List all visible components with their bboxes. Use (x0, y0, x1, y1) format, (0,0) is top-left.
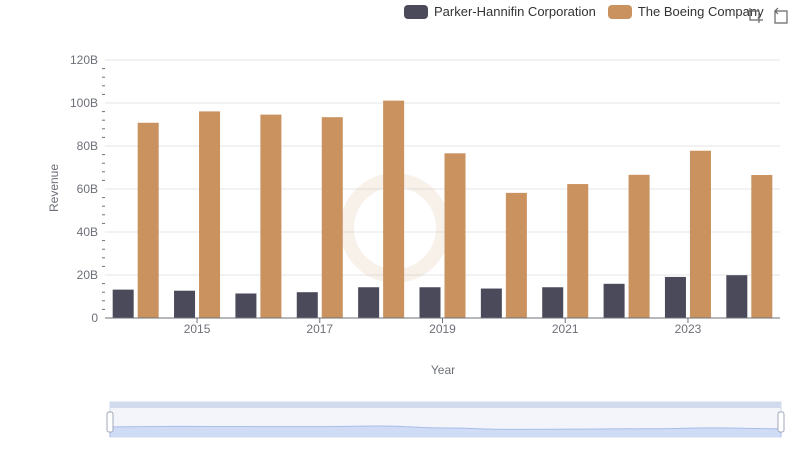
toolbox (746, 7, 790, 25)
bar-parker-hannifin-2015[interactable] (174, 290, 196, 318)
bar-boeing-2014[interactable] (137, 122, 159, 318)
y-tick-label: 20B (77, 268, 98, 282)
y-tick-label: 60B (77, 182, 98, 196)
x-tick-label: 2023 (675, 322, 702, 336)
y-tick-label: 120B (70, 53, 98, 67)
legend-swatch-boeing (607, 4, 632, 19)
bar-parker-hannifin-2024[interactable] (726, 275, 748, 318)
bar-boeing-2024[interactable] (751, 175, 773, 318)
bar-parker-hannifin-2023[interactable] (664, 276, 686, 318)
slider-preview-area (110, 426, 781, 437)
legend: Parker-Hannifin Corporation The Boeing C… (404, 4, 764, 19)
bar-parker-hannifin-2020[interactable] (480, 288, 502, 318)
bar-boeing-2018[interactable] (383, 100, 405, 318)
bars (112, 100, 773, 318)
bar-boeing-2020[interactable] (505, 192, 527, 318)
y-tick-label: 100B (70, 96, 98, 110)
bar-boeing-2019[interactable] (444, 153, 466, 318)
slider-handle-right[interactable] (777, 411, 785, 433)
data-zoom-slider[interactable] (106, 401, 785, 438)
y-axis-ticks: 0 20B 40B 60B 80B 100B 120B (70, 53, 105, 325)
slider-preview-line (109, 425, 782, 437)
bar-parker-hannifin-2014[interactable] (112, 289, 134, 318)
x-tick-label: 2019 (429, 322, 456, 336)
legend-label-parker-hannifin: Parker-Hannifin Corporation (434, 4, 596, 19)
slider-move-bar[interactable] (110, 402, 781, 408)
bar-parker-hannifin-2016[interactable] (235, 293, 257, 318)
x-axis-ticks: 2015 2017 2019 2021 2023 (184, 318, 702, 336)
restore-icon[interactable] (772, 7, 790, 25)
bar-boeing-2016[interactable] (260, 114, 282, 318)
bar-parker-hannifin-2021[interactable] (542, 287, 564, 318)
bar-boeing-2017[interactable] (321, 117, 343, 318)
zoom-icon[interactable] (746, 7, 764, 25)
slider-handle-left[interactable] (106, 411, 114, 433)
x-tick-label: 2021 (552, 322, 579, 336)
bar-parker-hannifin-2018[interactable] (358, 287, 380, 318)
legend-item-boeing[interactable]: The Boeing Company (607, 4, 764, 19)
bar-boeing-2022[interactable] (628, 174, 650, 318)
bar-boeing-2021[interactable] (567, 184, 589, 318)
bar-boeing-2015[interactable] (199, 111, 221, 318)
y-axis-label: Revenue (47, 164, 61, 212)
bar-boeing-2023[interactable] (689, 150, 711, 318)
legend-swatch-parker-hannifin (404, 4, 428, 19)
x-tick-label: 2017 (306, 322, 333, 336)
y-tick-label: 0 (91, 311, 98, 325)
x-tick-label: 2015 (184, 322, 211, 336)
x-axis-label: Year (431, 363, 455, 377)
bar-parker-hannifin-2022[interactable] (603, 283, 625, 318)
y-tick-label: 40B (77, 225, 98, 239)
legend-item-parker-hannifin[interactable]: Parker-Hannifin Corporation (404, 4, 596, 19)
y-tick-label: 80B (77, 139, 98, 153)
bar-parker-hannifin-2019[interactable] (419, 287, 441, 318)
legend-label-boeing: The Boeing Company (637, 4, 764, 19)
bar-parker-hannifin-2017[interactable] (296, 292, 318, 318)
